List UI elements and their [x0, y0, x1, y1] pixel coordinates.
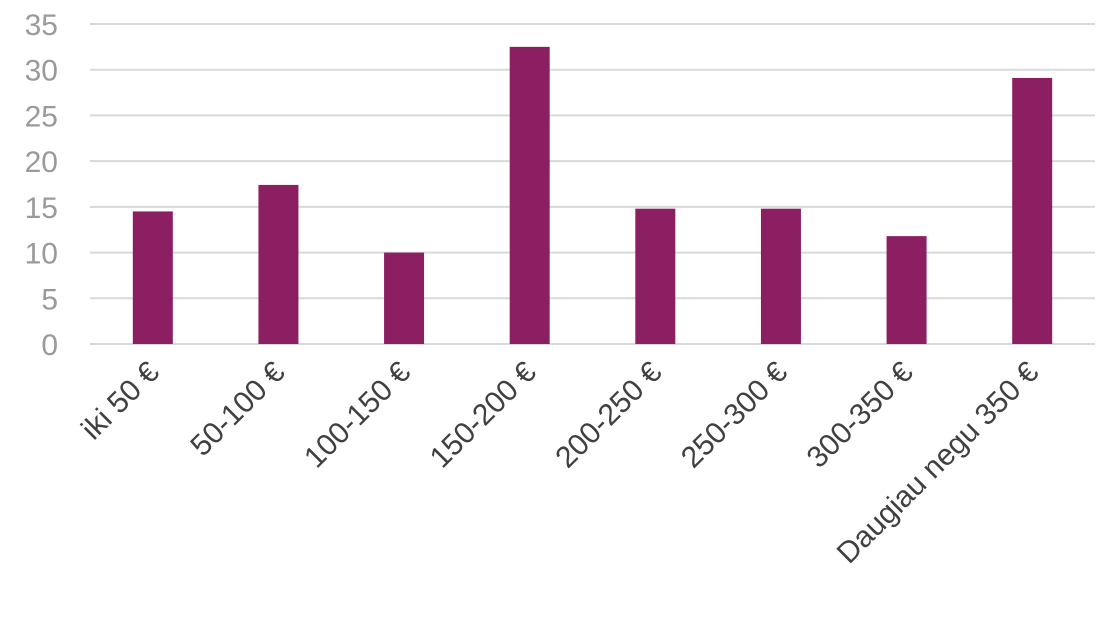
x-tick-label: 300-350 € [801, 355, 920, 474]
bar [1012, 77, 1053, 344]
bar [760, 208, 801, 344]
x-tick-label: 50-100 € [184, 355, 291, 462]
bar [384, 252, 425, 344]
x-tick-label: 200-250 € [549, 355, 668, 474]
x-tick-label: iki 50 € [75, 355, 166, 446]
y-tick-label: 5 [41, 283, 58, 316]
x-tick-label: 100-150 € [298, 355, 417, 474]
x-tick-label: 150-200 € [424, 355, 543, 474]
bars [132, 46, 1053, 344]
y-tick-label: 20 [25, 146, 58, 179]
y-tick-label: 0 [41, 329, 58, 362]
bar [258, 184, 299, 344]
y-tick-label: 10 [25, 238, 58, 271]
bar [635, 208, 676, 344]
y-tick-label: 15 [25, 192, 58, 225]
y-axis-ticks: 0 5 10 15 20 25 30 35 [25, 9, 58, 362]
y-tick-label: 25 [25, 100, 58, 133]
bar [886, 236, 927, 344]
bar [509, 46, 550, 344]
bar [132, 211, 173, 344]
y-tick-label: 30 [25, 55, 58, 88]
x-tick-label: 250-300 € [675, 355, 794, 474]
gridlines [90, 23, 1095, 345]
x-axis-ticks: iki 50 €50-100 €100-150 €150-200 €200-25… [75, 355, 1045, 570]
y-tick-label: 35 [25, 9, 58, 42]
